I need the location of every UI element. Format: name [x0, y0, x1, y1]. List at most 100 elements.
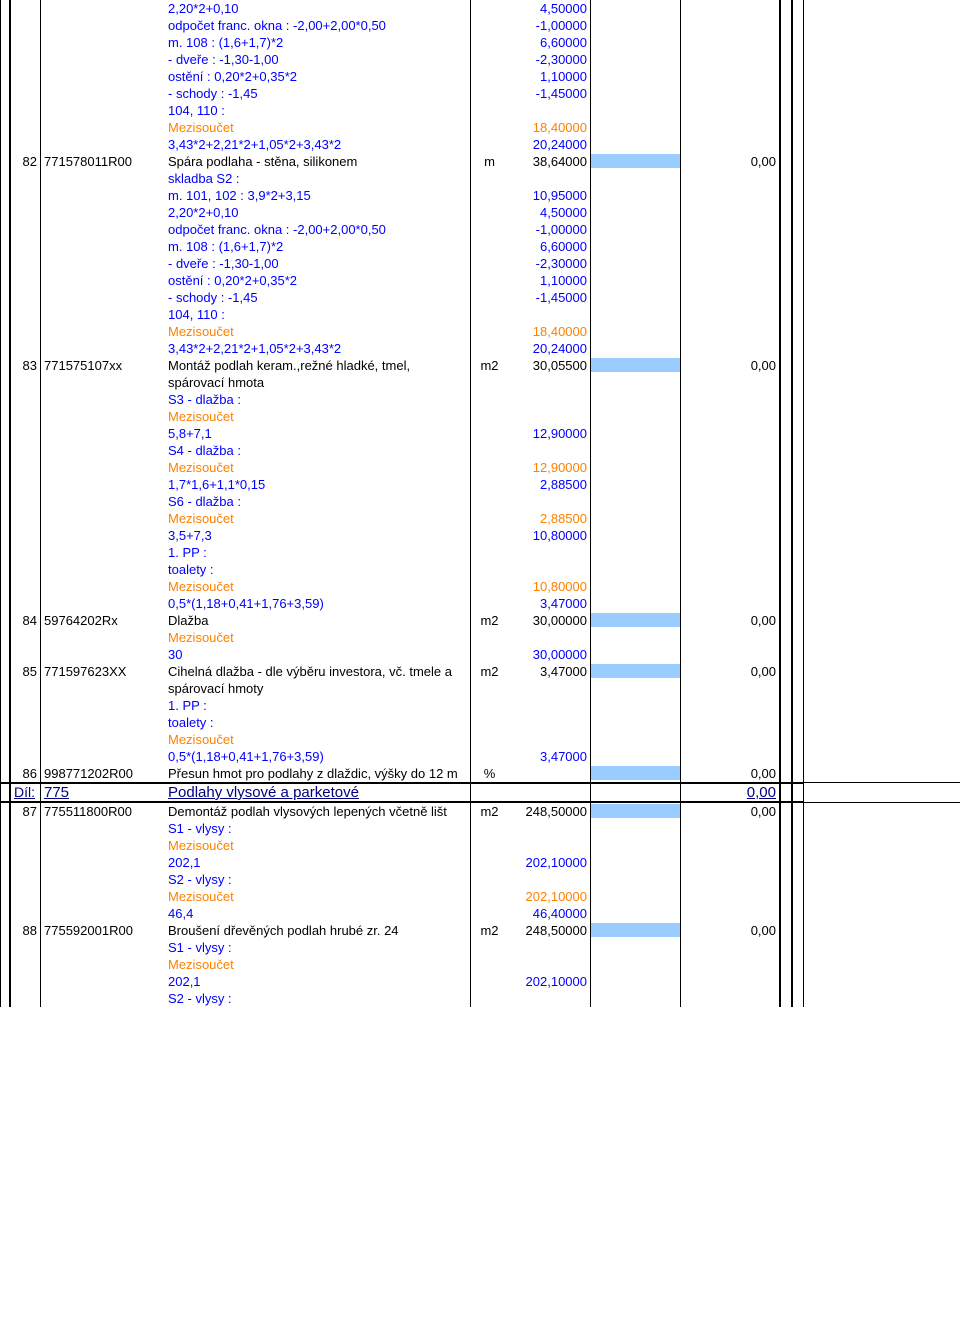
- calc-expression: 3,43*2+2,21*2+1,05*2+3,43*2: [165, 136, 470, 153]
- calc-expression: 1. PP :: [165, 697, 470, 714]
- calc-expression: Mezisoučet: [165, 837, 470, 854]
- unit: m2: [470, 803, 508, 820]
- detail-row: odpočet franc. okna : -2,00+2,00*0,50-1,…: [0, 17, 960, 34]
- table-row: 83771575107xxMontáž podlah keram.,režné …: [0, 357, 960, 391]
- detail-row: S3 - dlažba :: [0, 391, 960, 408]
- calc-expression: m. 108 : (1,6+1,7)*2: [165, 34, 470, 51]
- calc-expression: Mezisoučet: [165, 119, 470, 136]
- calc-expression: S2 - vlysy :: [165, 871, 470, 888]
- quantity: 248,50000: [508, 922, 590, 939]
- detail-row: 1. PP :: [0, 697, 960, 714]
- section-label: Díl:: [10, 783, 40, 802]
- calc-expression: odpočet franc. okna : -2,00+2,00*0,50: [165, 17, 470, 34]
- calc-value: 10,80000: [508, 578, 590, 595]
- table-row: 87775511800R00Demontáž podlah vlysových …: [0, 803, 960, 820]
- item-code: 771597623XX: [40, 663, 165, 697]
- quantity: 3,47000: [508, 663, 590, 697]
- calc-value: [508, 714, 590, 731]
- detail-row: 3,5+7,310,80000: [0, 527, 960, 544]
- quantity: 30,05500: [508, 357, 590, 391]
- calc-value: 2,88500: [508, 510, 590, 527]
- calc-expression: S1 - vlysy :: [165, 939, 470, 956]
- quantity: 38,64000: [508, 153, 590, 170]
- calc-value: 1,10000: [508, 272, 590, 289]
- row-number: 85: [10, 663, 40, 697]
- detail-row: ostění : 0,20*2+0,35*21,10000: [0, 68, 960, 85]
- unit: m2: [470, 612, 508, 629]
- section-code: 775: [40, 783, 165, 802]
- calc-value: [508, 561, 590, 578]
- detail-row: 1,7*1,6+1,1*0,152,88500: [0, 476, 960, 493]
- progress-bar: [591, 613, 680, 627]
- unit: m2: [470, 357, 508, 391]
- detail-row: Mezisoučet: [0, 731, 960, 748]
- unit: %: [470, 765, 508, 782]
- detail-row: toalety :: [0, 561, 960, 578]
- calc-value: 6,60000: [508, 34, 590, 51]
- detail-row: m. 101, 102 : 3,9*2+3,15 10,95000: [0, 187, 960, 204]
- calc-value: 6,60000: [508, 238, 590, 255]
- calc-value: 12,90000: [508, 459, 590, 476]
- calc-expression: 1. PP :: [165, 544, 470, 561]
- calc-value: -2,30000: [508, 51, 590, 68]
- calc-expression: 2,20*2+0,10: [165, 0, 470, 17]
- calc-expression: S6 - dlažba :: [165, 493, 470, 510]
- calc-expression: Mezisoučet: [165, 578, 470, 595]
- calc-value: [508, 990, 590, 1007]
- detail-row: S6 - dlažba :: [0, 493, 960, 510]
- calc-value: [508, 956, 590, 973]
- unit: m: [470, 153, 508, 170]
- calc-value: 10,95000: [508, 187, 590, 204]
- calc-value: [508, 544, 590, 561]
- row-number: 83: [10, 357, 40, 391]
- calc-expression: m. 101, 102 : 3,9*2+3,15: [165, 187, 470, 204]
- progress-bar: [591, 154, 680, 168]
- detail-row: S4 - dlažba :: [0, 442, 960, 459]
- item-description: Cihelná dlažba - dle výběru investora, v…: [165, 663, 470, 697]
- calc-value: 4,50000: [508, 204, 590, 221]
- item-code: 775592001R00: [40, 922, 165, 939]
- amount: 0,00: [680, 663, 780, 697]
- progress-bar: [591, 766, 680, 780]
- calc-expression: 104, 110 :: [165, 306, 470, 323]
- detail-row: 0,5*(1,18+0,41+1,76+3,59)3,47000: [0, 595, 960, 612]
- item-description: Demontáž podlah vlysových lepených včetn…: [165, 803, 470, 820]
- calc-expression: Mezisoučet: [165, 408, 470, 425]
- detail-row: Mezisoučet2,88500: [0, 510, 960, 527]
- calc-value: [508, 170, 590, 187]
- calc-expression: Mezisoučet: [165, 323, 470, 340]
- detail-row: 104, 110 :: [0, 306, 960, 323]
- calc-expression: skladba S2 :: [165, 170, 470, 187]
- calc-value: 3,47000: [508, 595, 590, 612]
- detail-row: 2,20*2+0,10 4,50000: [0, 0, 960, 17]
- detail-row: m. 108 : (1,6+1,7)*26,60000: [0, 238, 960, 255]
- calc-expression: 30: [165, 646, 470, 663]
- calc-value: 4,50000: [508, 0, 590, 17]
- calc-value: 20,24000: [508, 340, 590, 357]
- calc-value: 1,10000: [508, 68, 590, 85]
- calc-value: -2,30000: [508, 255, 590, 272]
- item-description: Montáž podlah keram.,režné hladké, tmel,…: [165, 357, 470, 391]
- detail-row: 1. PP :: [0, 544, 960, 561]
- calc-value: 3,47000: [508, 748, 590, 765]
- calc-expression: - dveře : -1,30-1,00: [165, 51, 470, 68]
- amount: 0,00: [680, 357, 780, 391]
- calc-expression: 202,1: [165, 854, 470, 871]
- calc-expression: Mezisoučet: [165, 731, 470, 748]
- detail-row: m. 108 : (1,6+1,7)*2 6,60000: [0, 34, 960, 51]
- section-row: Díl:775Podlahy vlysové a parketové0,00: [0, 782, 960, 803]
- row-number: 82: [10, 153, 40, 170]
- item-description: Spára podlaha - stěna, silikonem: [165, 153, 470, 170]
- calc-value: [508, 871, 590, 888]
- detail-row: - schody : -1,45-1,45000: [0, 289, 960, 306]
- calc-value: [508, 629, 590, 646]
- calc-value: [508, 493, 590, 510]
- detail-row: S1 - vlysy :: [0, 820, 960, 837]
- calc-value: 20,24000: [508, 136, 590, 153]
- amount: 0,00: [680, 922, 780, 939]
- calc-value: -1,45000: [508, 85, 590, 102]
- detail-row: 3,43*2+2,21*2+1,05*2+3,43*2 20,24000: [0, 136, 960, 153]
- detail-row: Mezisoučet12,90000: [0, 459, 960, 476]
- calc-value: 30,00000: [508, 646, 590, 663]
- item-code: 59764202Rx: [40, 612, 165, 629]
